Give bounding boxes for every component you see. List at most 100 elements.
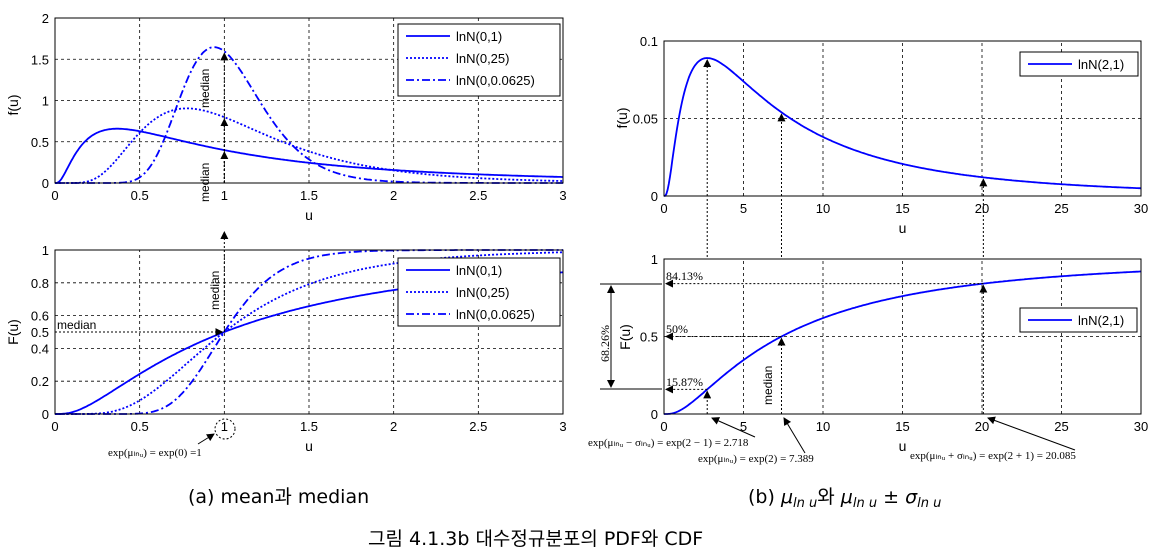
figure-caption: 그림 4.1.3b 대수정규분포의 PDF와 CDF: [368, 528, 703, 550]
x-tick-label: 2: [390, 188, 397, 203]
x-tick-label: 5: [740, 419, 747, 434]
x-axis-label: u: [305, 207, 313, 223]
x-tick-label: 20: [975, 201, 989, 216]
legend: lnN(2,1): [1019, 51, 1139, 77]
x-tick-label: 3: [559, 188, 566, 203]
legend-label: lnN(0,25): [456, 285, 509, 300]
caption-b-mu: μ: [780, 486, 793, 508]
x-tick-label: 2.5: [469, 419, 487, 434]
pdf-a-annotations: median median: [198, 69, 212, 202]
note-low: exp(μₗₙᵤ − σₗₙᵤ) = exp(2 − 1) = 2.718: [588, 437, 749, 449]
legend-label: lnN(2,1): [1078, 57, 1124, 72]
x-tick-label: 1.5: [300, 188, 318, 203]
note-mid: exp(μₗₙᵤ) = exp(2) = 7.389: [698, 453, 814, 465]
caption-b-sigma: σ: [905, 486, 918, 508]
median-label-lower: median: [198, 163, 212, 202]
caption-b-mu2: μ: [840, 486, 853, 508]
median-label-upper: median: [198, 69, 212, 108]
cdf-a-annotations: median median exp(μₗₙᵤ) = exp(0) =1: [57, 271, 236, 459]
y-tick-label: 0.5: [31, 325, 49, 340]
note-high-leader: [987, 416, 1076, 451]
chart-0: 0 0.5 1 1.5 2 2.5 300.511.52uf(u)lnN(0,1)lnN(0…: [5, 11, 567, 223]
median-label-vertical: median: [208, 271, 222, 310]
median-label-b: median: [761, 366, 775, 405]
x-tick-label: 5: [740, 201, 747, 216]
note-mid-leader: [783, 417, 806, 454]
series-line-0: [664, 270, 1141, 415]
x-tick-label: 1.5: [300, 419, 318, 434]
caption-b-sub3: ln u: [917, 496, 941, 511]
x-tick-label: 2: [390, 419, 397, 434]
caption-b-sub2: ln u: [853, 496, 877, 511]
x-axis-label: u: [305, 438, 313, 454]
percent-84: 84.13%: [666, 269, 703, 283]
caption-a: (a) mean과 median: [188, 486, 369, 508]
y-tick-label: 0.5: [31, 135, 49, 150]
median-label-horizontal: median: [57, 318, 96, 332]
legend-label: lnN(0,0.0625): [456, 73, 535, 88]
x-tick-label: 1: [221, 188, 228, 203]
y-tick-label: 0: [651, 407, 658, 422]
y-tick-label: 0.2: [31, 374, 49, 389]
y-tick-label: 0.05: [633, 112, 658, 127]
x-axis-label: u: [899, 220, 907, 236]
x-tick-label: 0.5: [131, 188, 149, 203]
legend: lnN(0,1) lnN(0,25) lnN(0,0.0625): [397, 257, 561, 327]
chart-2: 0 5 10 15 20 25 30 0 0.05 0.1 u f(u) lnN(2,1): [614, 34, 1148, 236]
note-high: exp(μₗₙᵤ + σₗₙᵤ) = exp(2 + 1) = 20.085: [910, 450, 1076, 462]
x-tick-label: 10: [816, 419, 830, 434]
x-tick-label: 0.5: [131, 419, 149, 434]
x-tick-label: 1: [221, 419, 228, 434]
range-label: 68.26%: [598, 325, 612, 362]
exp-note: exp(μₗₙᵤ) = exp(0) =1: [108, 447, 202, 459]
caption-b-pm: ±: [877, 486, 905, 508]
x-tick-label: 20: [975, 419, 989, 434]
x-axis-label: u: [899, 438, 907, 454]
percent-15: 15.87%: [666, 375, 703, 389]
y-axis-label: f(u): [614, 108, 630, 129]
x-tick-label: 10: [816, 201, 830, 216]
x-tick-label: 0: [660, 419, 667, 434]
y-tick-label: 0.6: [31, 309, 49, 324]
note-low-leader: [711, 417, 756, 438]
legend-label: lnN(0,1): [456, 263, 502, 278]
y-tick-label: 0.5: [640, 330, 658, 345]
x-tick-label: 15: [895, 201, 909, 216]
legend-label: lnN(0,0.0625): [456, 307, 535, 322]
y-axis-label: F(u): [617, 324, 633, 350]
cdf-b-annotations: 84.13% 50% 15.87% 68.26% median exp(μₗₙᵤ…: [588, 269, 1076, 465]
caption-b-and: 와: [817, 486, 841, 508]
legend: lnN(2,1): [1019, 307, 1138, 333]
axes-frame: [663, 258, 1142, 415]
y-tick-label: 1.5: [31, 52, 49, 67]
legend-label: lnN(0,25): [456, 51, 509, 66]
y-tick-label: 0: [42, 407, 49, 422]
x-tick-label: 0: [51, 188, 58, 203]
x-tick-label: 2.5: [469, 188, 487, 203]
legend-label: lnN(0,1): [456, 29, 502, 44]
y-tick-label: 1: [42, 94, 49, 109]
x-tick-label: 0: [51, 419, 58, 434]
percent-50: 50%: [666, 322, 688, 336]
legend: lnN(0,1) lnN(0,25) lnN(0,0.0625): [397, 23, 561, 97]
caption-b: (b) μln u와 μln u ± σln u: [748, 486, 941, 511]
x-tick-label: 25: [1054, 201, 1068, 216]
y-tick-label: 0.1: [640, 34, 658, 49]
x-tick-label: 30: [1134, 419, 1148, 434]
chart-1: 0 0.5 1 1.5 2 2.5 300.20.40.50.60.81uF(u)lnN(0…: [5, 231, 567, 454]
y-tick-label: 2: [42, 11, 49, 26]
circled-median-marker: [214, 418, 236, 440]
y-tick-label: 0: [651, 189, 658, 204]
x-tick-label: 30: [1134, 201, 1148, 216]
x-tick-label: 15: [895, 419, 909, 434]
y-tick-label: 1: [651, 252, 658, 267]
axes-frame: [54, 17, 564, 184]
exp-note-arrow: [197, 433, 215, 445]
series-line-1: [55, 107, 563, 184]
y-tick-label: 0.4: [31, 341, 49, 356]
y-axis-label: F(u): [5, 319, 21, 345]
axes-frame: [663, 40, 1142, 197]
series-line-0: [55, 127, 563, 184]
caption-b-prefix: (b): [748, 486, 781, 508]
